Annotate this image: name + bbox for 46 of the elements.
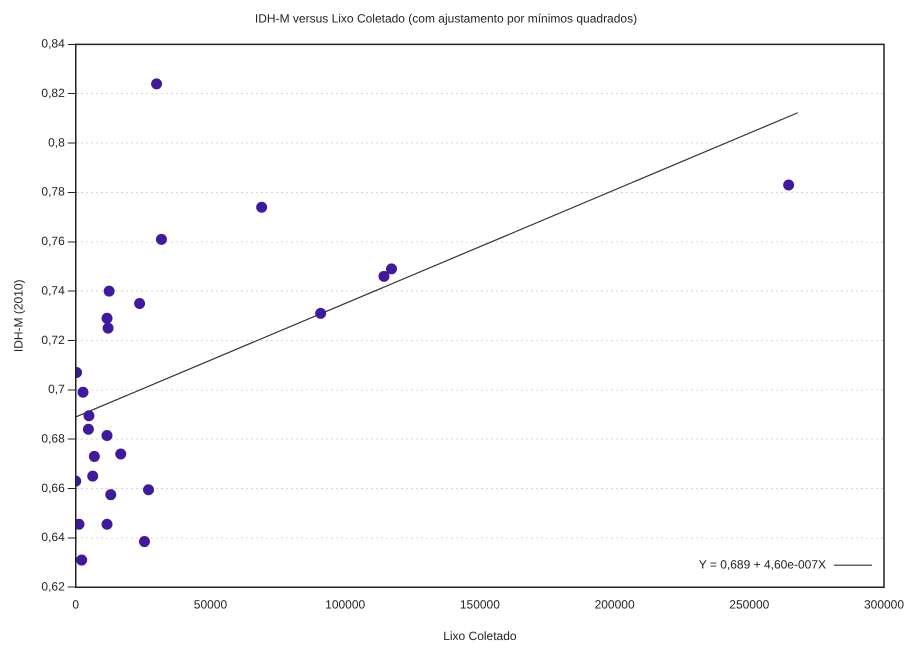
point: [378, 270, 390, 282]
y-tick-label: 0,84: [41, 36, 66, 51]
point: [151, 78, 162, 90]
point: [102, 430, 113, 441]
point: [83, 410, 94, 422]
y-tick-label: 0,78: [41, 184, 66, 199]
point: [134, 298, 146, 309]
y-tick-label: 0,66: [41, 480, 66, 495]
point: [143, 484, 154, 496]
legend-label: Y = 0,689 + 4,60e-007X: [698, 558, 826, 572]
point: [156, 234, 167, 245]
y-tick-label: 0,8: [48, 135, 66, 150]
x-tick-label: 100000: [325, 598, 366, 612]
x-tick-label: 150000: [460, 598, 500, 612]
chart-title: IDH-M versus Lixo Coletado (com ajustamento por mínimos quadrados): [254, 12, 638, 26]
point: [104, 286, 115, 297]
x-axis-title: Lixo Coletado: [443, 629, 517, 644]
y-tick-label: 0,62: [41, 580, 66, 594]
point: [102, 322, 114, 334]
point: [105, 489, 116, 500]
point: [115, 448, 126, 460]
point: [102, 312, 113, 324]
point: [76, 554, 88, 566]
x-tick-label: 300000: [864, 598, 904, 612]
x-tick-label: 250000: [729, 598, 770, 612]
point: [783, 180, 794, 191]
x-tick-label: 50000: [194, 598, 228, 612]
y-tick-label: 0,72: [41, 332, 66, 347]
y-tick-label: 0,64: [41, 530, 66, 544]
point: [315, 308, 326, 319]
point: [138, 536, 150, 548]
point: [87, 470, 98, 482]
x-tick-label: 200000: [594, 598, 635, 612]
y-tick-label: 0,68: [41, 431, 66, 446]
y-tick-label: 0,74: [41, 283, 66, 298]
point: [82, 424, 94, 435]
y-axis-title: IDH-M (2010): [12, 279, 26, 352]
point: [256, 202, 268, 213]
point: [88, 450, 100, 462]
point: [386, 263, 398, 274]
x-tick-label: 0: [72, 598, 80, 612]
point: [78, 386, 89, 398]
point: [102, 518, 113, 530]
y-tick-label: 0,76: [41, 234, 66, 248]
y-tick-label: 0,82: [41, 86, 66, 100]
y-tick-label: 0,7: [48, 382, 66, 396]
